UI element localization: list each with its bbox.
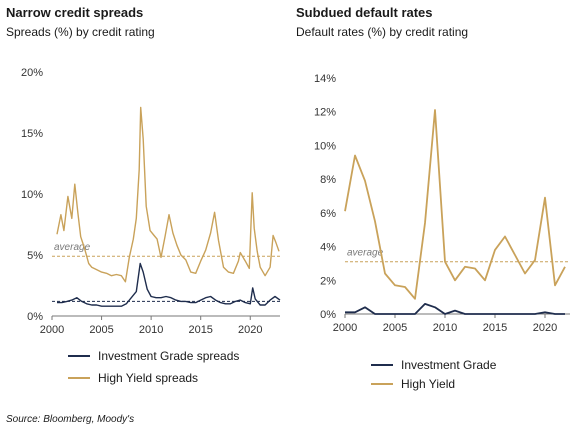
legend-item-hy-defaults: High Yield xyxy=(371,377,455,391)
right-chart-title: Subdued default rates xyxy=(296,5,433,20)
y-tick-label: 0% xyxy=(320,309,336,321)
average-label: average xyxy=(54,242,91,253)
x-tick-label: 2015 xyxy=(483,322,507,334)
left-chart-title: Narrow credit spreads xyxy=(6,5,144,20)
x-tick-label: 2000 xyxy=(40,324,64,336)
y-tick-label: 6% xyxy=(320,208,336,220)
y-tick-label: 14% xyxy=(314,73,336,85)
series-line-investment-grade xyxy=(345,302,565,315)
y-tick-label: 0% xyxy=(27,311,43,323)
legend-label-hy-spreads: High Yield spreads xyxy=(98,371,199,385)
right-default-chart: 0% 2% 4% 6% 8% 10% 12% 14% 2000 2005 2010 2015 2020 a… xyxy=(314,73,570,334)
series-line-high-yield-spreads xyxy=(56,106,280,283)
legend-swatch-hy-defaults xyxy=(371,383,393,385)
y-tick-label: 12% xyxy=(314,107,336,119)
legend-label-ig-defaults: Investment Grade xyxy=(401,358,497,372)
legend-swatch-ig-defaults xyxy=(371,364,393,366)
y-tick-label: 10% xyxy=(314,140,336,152)
y-tick-label: 2% xyxy=(320,275,336,287)
x-tick-label: 2015 xyxy=(188,324,212,336)
legend-label-ig-spreads: Investment Grade spreads xyxy=(98,349,240,363)
x-tick-label: 2010 xyxy=(139,324,163,336)
legend-item-ig-spreads: Investment Grade spreads xyxy=(68,349,239,363)
left-spreads-chart: 0% 5% 10% 15% 20% 2000 2005 2010 2015 2020 average xyxy=(21,67,281,336)
left-chart-subtitle: Spreads (%) by credit rating xyxy=(6,25,155,39)
y-tick-label: 10% xyxy=(21,189,43,201)
legend-swatch-hy xyxy=(68,377,90,379)
legend-label-hy-defaults: High Yield xyxy=(401,377,456,391)
legend-item-hy-spreads: High Yield spreads xyxy=(68,371,198,385)
x-tick-label: 2010 xyxy=(433,322,457,334)
legend-item-ig-defaults: Investment Grade xyxy=(371,358,496,372)
y-tick-label: 20% xyxy=(21,67,43,79)
x-tick-label: 2000 xyxy=(333,322,357,334)
y-tick-label: 8% xyxy=(320,174,336,186)
x-tick-label: 2005 xyxy=(89,324,113,336)
x-tick-label: 2020 xyxy=(533,322,557,334)
right-chart-subtitle: Default rates (%) by credit rating xyxy=(296,25,469,39)
average-label: average xyxy=(347,248,384,259)
source-note: Source: Bloomberg, Moody's xyxy=(6,414,135,425)
y-tick-label: 4% xyxy=(320,242,336,254)
legend-swatch-ig xyxy=(68,355,90,357)
series-line-high-yield xyxy=(344,109,566,300)
y-tick-label: 5% xyxy=(27,250,43,262)
x-tick-label: 2020 xyxy=(238,324,262,336)
y-tick-label: 15% xyxy=(21,128,43,140)
series-line-investment-grade-spreads xyxy=(57,262,281,307)
x-tick-label: 2005 xyxy=(383,322,407,334)
